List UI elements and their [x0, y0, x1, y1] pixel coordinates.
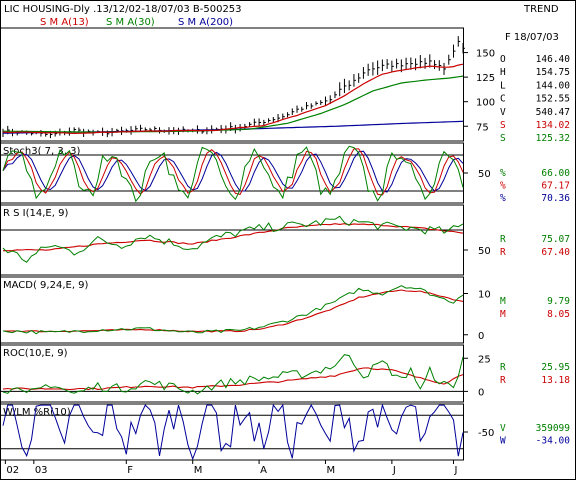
x-tick-label: 03	[35, 465, 48, 476]
readout-value: -34.00	[536, 436, 571, 447]
y-tick-label: 50	[478, 169, 491, 180]
readout-label: %	[500, 193, 506, 204]
panel-title: Stoch3( 7, 3, 3)	[3, 146, 80, 157]
readout-value: 144.00	[536, 80, 571, 91]
readout-value: 25.95	[541, 362, 570, 373]
y-tick-label: 0	[478, 387, 484, 398]
readout-value: 13.18	[541, 375, 570, 386]
panel-stochastic: 50 Stoch3( 7, 3, 3)% 66.00% 67.17% 70.36	[0, 142, 570, 204]
readout-label: R	[500, 362, 506, 373]
readout-value: 540.47	[536, 107, 570, 118]
sma13-line	[2, 63, 464, 135]
x-tick-label: A	[260, 465, 267, 476]
roc-signal-line	[2, 367, 464, 391]
readout-label: R	[500, 234, 506, 245]
readout-label: W	[500, 436, 506, 447]
readout-label: H	[500, 67, 506, 78]
readout-label: L	[500, 80, 506, 91]
y-tick-label: -50	[478, 428, 494, 439]
readout-value: 70.36	[541, 193, 570, 204]
williams-r-line	[2, 403, 464, 461]
legend-sma13: S M A(13)	[40, 17, 89, 28]
y-tick-label: 150	[476, 49, 495, 60]
macd-line	[2, 285, 464, 335]
readout-label: R	[500, 247, 506, 258]
readout-label: V	[500, 423, 506, 434]
panel-roc: 25 0 ROC(10,E, 9) R 25.95 R 13.18	[0, 344, 570, 403]
rsi-line	[2, 215, 464, 263]
readout-value: 154.75	[536, 67, 570, 78]
legend-sma200: S M A(200)	[178, 17, 233, 28]
panel-title: W/LM %R(10)	[3, 407, 71, 418]
readout-value: 359099	[536, 423, 571, 434]
x-tick-label: M	[194, 465, 203, 476]
rsi-signal-line	[3, 223, 464, 252]
sma30-line	[3, 75, 464, 133]
x-tick-label: 02	[6, 465, 19, 476]
readout-label: S	[500, 133, 506, 144]
x-tick-label: J	[454, 465, 458, 476]
readout-value: 9.79	[547, 296, 570, 307]
y-tick-label: 0	[478, 331, 484, 342]
readout-value: 67.40	[541, 247, 570, 258]
chart-title: LIC HOUSING-Dly .13/12/02-18/07/03 B-500…	[4, 4, 242, 15]
readout-value: 125.32	[536, 133, 570, 144]
readout-label: %	[500, 168, 506, 179]
stoch-fast-line	[2, 145, 464, 203]
readout-label: C	[500, 94, 506, 105]
x-tick-label: F	[127, 465, 133, 476]
panel-border	[0, 27, 464, 142]
panel-title: R S I(14,E, 9)	[3, 208, 68, 219]
panel-williams_r: -50 W/LM %R(10) V 359099 W -34.00	[0, 403, 571, 461]
y-tick-label: 125	[476, 73, 495, 84]
readout-label: M	[500, 309, 506, 320]
panel-rsi: 50 R S I(14,E, 9) R 75.07 R 67.40	[0, 204, 570, 276]
panel-price: 75 100 125 150 O 146.40 H 154.75 L 144.00 C 152.55 V…	[0, 27, 571, 144]
readout-value: 134.02	[536, 120, 570, 131]
x-tick-label: J	[392, 465, 396, 476]
readout-label: V	[500, 107, 506, 118]
roc-line	[2, 354, 464, 395]
readout-label: M	[500, 296, 506, 307]
stoch-signal-line	[2, 148, 464, 196]
readout-value: 67.17	[541, 181, 570, 192]
x-axis: 02 03 F M A M J J	[0, 459, 463, 476]
panel-border	[0, 276, 464, 344]
panel-title: ROC(10,E, 9)	[3, 348, 68, 359]
stoch-slow-line	[2, 150, 464, 193]
panel-macd: 0 10 MACD( 9,24,E, 9) M 9.79 M 8.05	[0, 276, 570, 344]
panel-border	[0, 204, 464, 276]
readout-value: 66.00	[541, 168, 570, 179]
y-tick-label: 25	[478, 354, 491, 365]
legend-sma30: S M A(30)	[106, 17, 155, 28]
readout-value: 152.55	[536, 94, 570, 105]
trend-label: TREND	[523, 4, 559, 15]
x-tick-label: M	[326, 465, 335, 476]
readout-label: S	[500, 120, 506, 131]
y-tick-label: 75	[476, 122, 489, 133]
readout-label: O	[500, 54, 506, 65]
y-tick-label: 10	[478, 290, 491, 301]
readout-label: %	[500, 181, 506, 192]
panel-title: MACD( 9,24,E, 9)	[3, 280, 89, 291]
y-tick-label: 100	[476, 98, 495, 109]
panel-border	[0, 344, 464, 403]
readout-label: R	[500, 375, 506, 386]
date-readout: F 18/07/03	[505, 32, 559, 43]
y-tick-label: 50	[478, 246, 491, 257]
readout-value: 8.05	[547, 309, 570, 320]
readout-value: 75.07	[541, 234, 570, 245]
readout-value: 146.40	[536, 54, 571, 65]
